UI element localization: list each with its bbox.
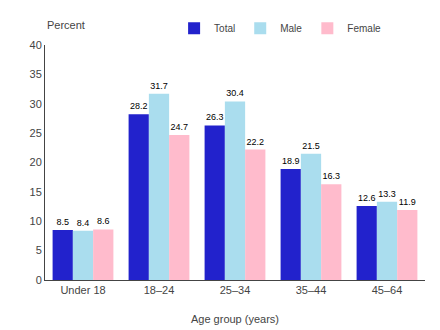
- svg-text:35–44: 35–44: [296, 284, 327, 296]
- svg-text:Total: Total: [214, 23, 235, 34]
- svg-text:40: 40: [30, 39, 42, 51]
- svg-text:8.6: 8.6: [97, 216, 110, 226]
- svg-text:8.5: 8.5: [56, 217, 69, 227]
- svg-text:25–34: 25–34: [220, 284, 251, 296]
- svg-text:Under 18: Under 18: [60, 284, 105, 296]
- svg-text:18–24: 18–24: [144, 284, 175, 296]
- svg-text:13.3: 13.3: [378, 189, 396, 199]
- svg-text:15: 15: [30, 186, 42, 198]
- svg-text:16.3: 16.3: [322, 171, 340, 181]
- svg-text:11.9: 11.9: [399, 197, 416, 207]
- svg-text:20: 20: [30, 156, 42, 168]
- svg-text:8.4: 8.4: [77, 218, 90, 228]
- svg-text:45–64: 45–64: [372, 284, 403, 296]
- svg-text:18.9: 18.9: [282, 156, 300, 166]
- svg-text:5: 5: [36, 244, 42, 256]
- svg-text:28.2: 28.2: [130, 101, 148, 111]
- svg-text:0: 0: [36, 274, 42, 286]
- svg-text:Percent: Percent: [47, 19, 85, 31]
- svg-text:26.3: 26.3: [206, 112, 224, 122]
- svg-text:30: 30: [30, 98, 42, 110]
- svg-text:Male: Male: [280, 23, 302, 34]
- svg-text:25: 25: [30, 127, 42, 139]
- svg-text:24.7: 24.7: [170, 122, 188, 132]
- svg-text:31.7: 31.7: [150, 81, 168, 91]
- svg-text:21.5: 21.5: [302, 141, 320, 151]
- svg-text:Age group (years): Age group (years): [191, 313, 279, 325]
- svg-text:22.2: 22.2: [246, 137, 264, 147]
- svg-text:30.4: 30.4: [226, 88, 244, 98]
- svg-text:10: 10: [30, 215, 42, 227]
- svg-text:Female: Female: [347, 23, 381, 34]
- svg-text:35: 35: [30, 68, 42, 80]
- svg-text:12.6: 12.6: [358, 193, 376, 203]
